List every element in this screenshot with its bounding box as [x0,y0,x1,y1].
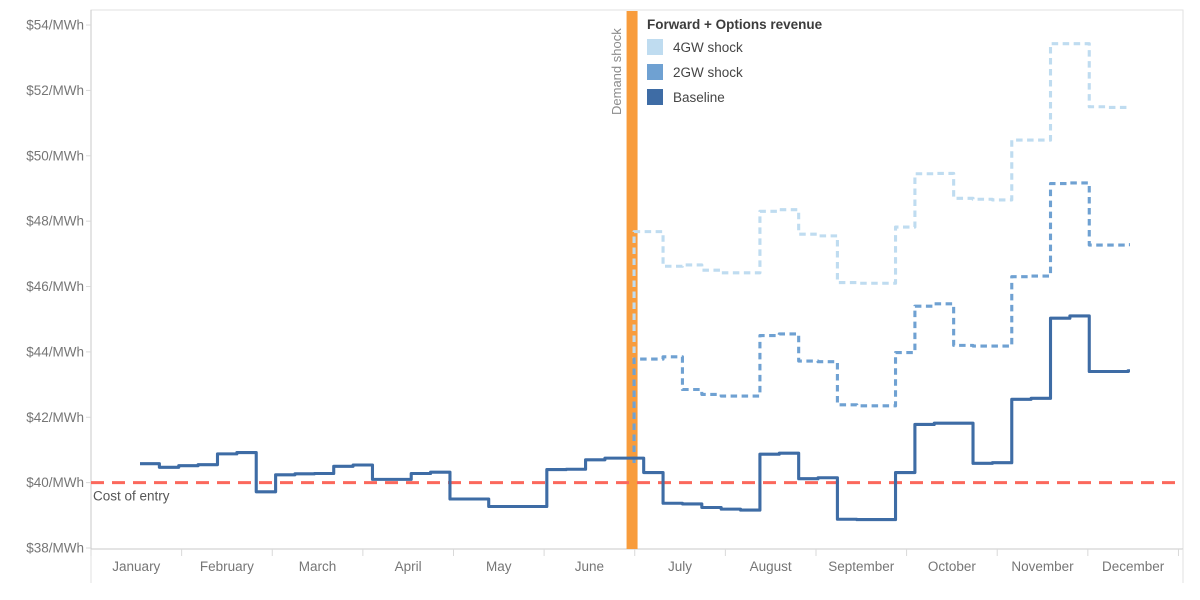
x-axis-label: November [1011,559,1074,574]
legend-item-baseline[interactable]: Baseline [647,89,822,105]
legend-swatch [647,89,663,105]
legend-item-label: 4GW shock [673,39,743,55]
y-axis-label: $42/MWh [26,410,84,425]
y-axis-label: $48/MWh [26,214,84,229]
series-2gw-shock [632,181,1130,464]
y-axis-label: $44/MWh [26,344,84,359]
legend-swatch [647,64,663,80]
series-baseline [140,314,1130,522]
y-axis-label: $40/MWh [26,475,84,490]
x-axis-label: April [395,559,422,574]
y-axis-label: $54/MWh [26,18,84,33]
x-axis-label: October [928,559,977,574]
legend-item-4gw-shock[interactable]: 4GW shock [647,39,822,55]
x-axis-label: May [486,559,512,574]
cost-of-entry-label: Cost of entry [93,489,170,504]
y-axis-label: $52/MWh [26,83,84,98]
x-axis-label: February [200,559,254,574]
legend-item-2gw-shock[interactable]: 2GW shock [647,64,822,80]
legend-swatch [647,39,663,55]
x-axis-label: March [299,559,337,574]
x-axis-label: January [112,559,160,574]
x-axis-label: September [828,559,895,574]
x-axis-label: July [668,559,692,574]
x-axis-label: December [1102,559,1165,574]
y-axis-label: $38/MWh [26,541,84,556]
y-axis-label: $46/MWh [26,279,84,294]
series-4gw-shock [632,42,1130,464]
legend-title: Forward + Options revenue [647,17,823,32]
x-axis-label: August [750,559,792,574]
legend-item-label: 2GW shock [673,64,743,80]
chart-legend: Forward + Options revenue 4GW shock 2GW … [647,17,822,114]
demand-shock-bar [626,11,638,549]
y-axis-label: $50/MWh [26,148,84,163]
legend-item-label: Baseline [673,89,725,105]
x-axis-label: June [575,559,604,574]
demand-shock-label: Demand shock [609,28,624,115]
